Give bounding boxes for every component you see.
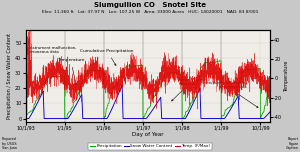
Legend: Precipitation, Snow Water Content, Temp. (F/Max): Precipitation, Snow Water Content, Temp.…	[88, 143, 212, 150]
Text: Report
Figure
Caption: Report Figure Caption	[286, 137, 298, 150]
Y-axis label: Temperature: Temperature	[284, 60, 289, 92]
Text: Temperature: Temperature	[57, 58, 84, 85]
Text: Cumulative Precipitation: Cumulative Precipitation	[80, 49, 134, 66]
Text: Slumgullion CO   Snotel Site: Slumgullion CO Snotel Site	[94, 2, 206, 8]
X-axis label: Day of Year: Day of Year	[132, 132, 164, 137]
Text: Snow Water
Content: Snow Water Content	[172, 78, 203, 101]
Text: Prepared
by USGS
San Juan: Prepared by USGS San Juan	[2, 137, 16, 150]
Text: Instrument malfunction,
erroneous data: Instrument malfunction, erroneous data	[202, 81, 258, 108]
Y-axis label: Precipitation / Snow Water Content: Precipitation / Snow Water Content	[7, 33, 12, 119]
Text: Elev: 11,360 ft   Lat: 37.97 N   Lon: 107.25 W   Area: 33000 Acres   HUC: 140200: Elev: 11,360 ft Lat: 37.97 N Lon: 107.25…	[42, 10, 258, 14]
Text: Instrument malfunction,
erroneous data: Instrument malfunction, erroneous data	[28, 46, 76, 54]
